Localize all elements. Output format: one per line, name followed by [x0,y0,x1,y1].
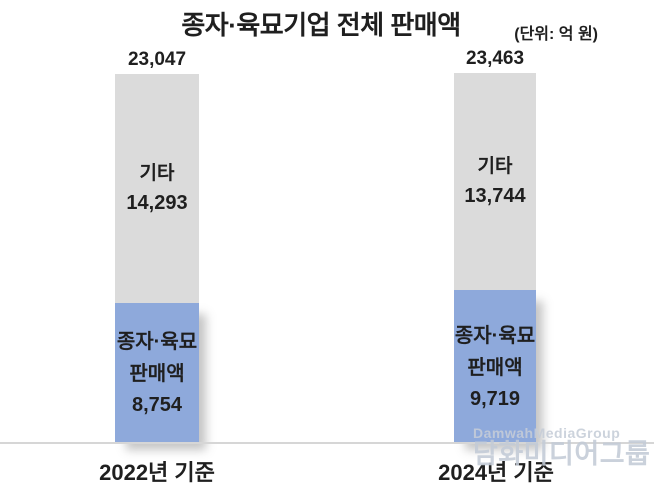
bar-segment-other: 기타 14,293 [115,74,199,303]
total-label: 23,463 [465,48,525,69]
total-label: 23,047 [127,49,187,70]
segment-value: 14,293 [126,191,188,214]
segment-value: 9,719 [469,387,521,410]
segment-label: 종자·육묘 [116,331,198,353]
segment-value: 13,744 [464,184,526,207]
bar-group-2024: 23,463 기타 13,744 종자·육묘 판매액 9,719 [454,48,536,443]
segment-value: 8,754 [131,394,183,416]
segment-label: 기타 [477,155,513,177]
segment-label: 기타 [139,162,175,184]
stacked-bar: 기타 13,744 종자·육묘 판매액 9,719 [454,73,536,443]
x-axis-line [0,442,654,444]
bar-segment-seed: 종자·육묘 판매액 9,719 [454,290,536,443]
segment-label: 종자·육묘 [454,324,536,347]
x-axis-label-2024: 2024년 기준 [438,460,554,485]
bar-segment-seed: 종자·육묘 판매액 8,754 [115,303,199,443]
chart-title: 종자·육묘기업 전체 판매액 [181,10,461,40]
x-axis-label-2022: 2022년 기준 [99,460,215,485]
segment-label: 판매액 [467,356,523,379]
unit-label: (단위: 억 원) [514,26,598,43]
segment-label: 판매액 [129,363,185,385]
bar-segment-other: 기타 13,744 [454,73,536,290]
bar-group-2022: 23,047 기타 14,293 종자·육묘 판매액 8,754 [115,49,199,443]
stacked-bar: 기타 14,293 종자·육묘 판매액 8,754 [115,74,199,443]
